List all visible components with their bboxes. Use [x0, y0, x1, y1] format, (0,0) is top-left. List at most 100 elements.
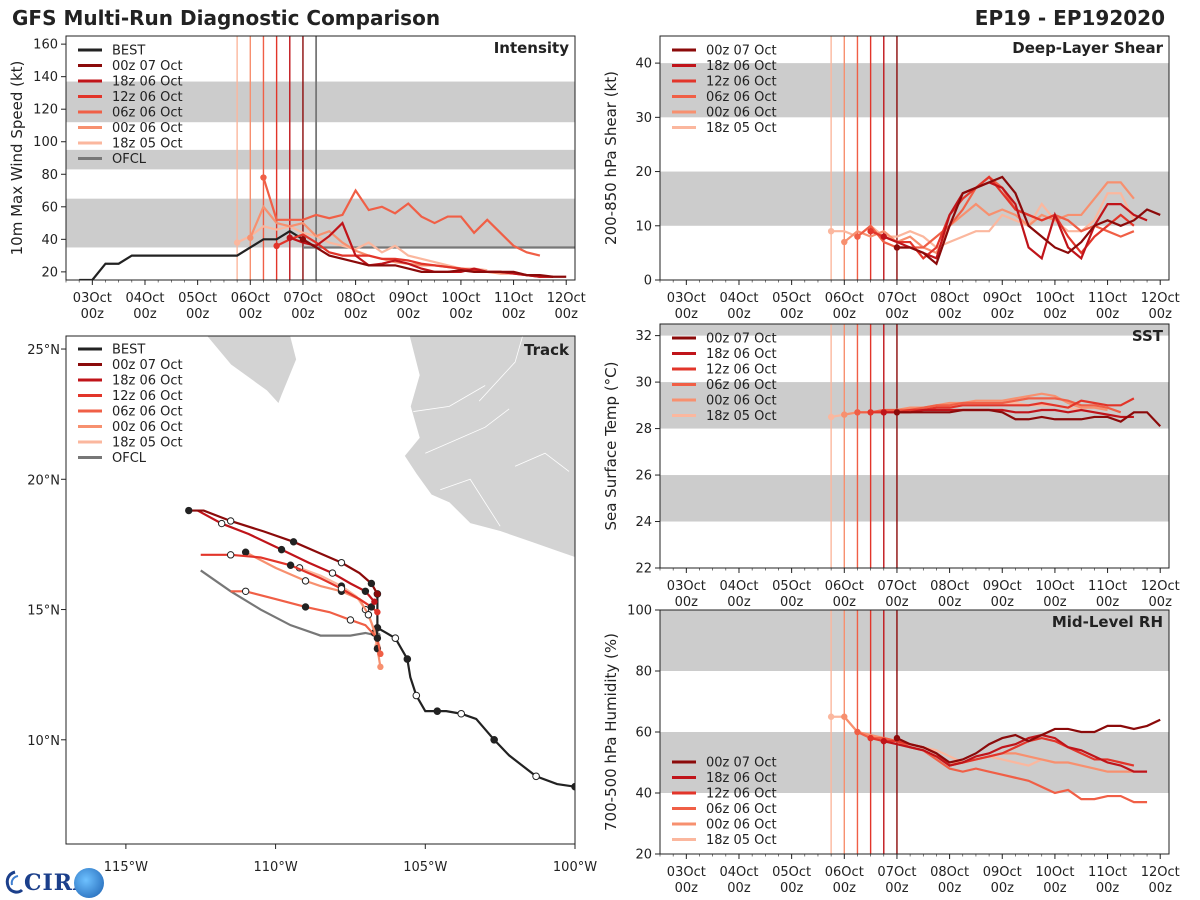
figure-title-left: GFS Multi-Run Diagnostic Comparison — [12, 6, 440, 30]
shear-ytick-label-2: 20 — [635, 165, 652, 180]
rh-xtick-label-8: 11Oct — [1088, 865, 1127, 880]
shear-series-start-2 — [867, 228, 874, 235]
rh-ytick-label-0: 20 — [635, 848, 652, 863]
intensity-series-start-5 — [233, 239, 241, 246]
rh-ylabel: 700-500 hPa Humidity (%) — [602, 633, 620, 831]
track-series-point-3-5 — [301, 603, 310, 611]
intensity-xtick-label-1: 04Oct — [125, 291, 164, 306]
shear-legend-label-4: 00z 06 Oct — [706, 106, 777, 121]
shear-xtick-label-6: 09Oct — [983, 291, 1022, 306]
rh-ytick-label-2: 60 — [635, 726, 652, 741]
track-series-point-4-9 — [241, 548, 250, 556]
rh-xtick-label-7: 10Oct — [1035, 865, 1074, 880]
rh-xtick-label-4: 07Oct — [877, 865, 916, 880]
rh-xtick-sub-7: 00z — [1043, 881, 1067, 896]
intensity-legend-label-4: 06z 06 Oct — [112, 106, 183, 121]
intensity-xtick-label-3: 06Oct — [231, 291, 270, 306]
sst-xtick-label-6: 09Oct — [983, 579, 1022, 594]
intensity-ytick-label-7: 160 — [33, 38, 58, 53]
sst-series-start-1 — [880, 409, 887, 416]
track-best-line — [376, 593, 575, 788]
sst-xtick-label-9: 12Oct — [1141, 579, 1180, 594]
track-legend-label-4: 06z 06 Oct — [112, 405, 183, 420]
intensity-series-line-3 — [262, 177, 541, 257]
rh-series-start-0 — [893, 734, 901, 742]
intensity-series-start-0 — [299, 236, 307, 243]
sst-legend-label-0: 00z 07 Oct — [706, 332, 777, 347]
intensity-xtick-sub-6: 00z — [397, 307, 421, 322]
shear-ylabel: 200-850 hPa Shear (kt) — [602, 71, 620, 245]
rh-xtick-label-0: 03Oct — [667, 865, 706, 880]
track-series-line-3 — [230, 590, 382, 655]
sst-ytick-label-0: 22 — [635, 562, 652, 577]
sst-title: SST — [1132, 327, 1164, 345]
rh-band-0 — [660, 732, 1169, 793]
globe-icon — [74, 868, 104, 898]
rh-title: Mid-Level RH — [1052, 613, 1163, 631]
rh-xtick-label-6: 09Oct — [983, 865, 1022, 880]
intensity-xtick-label-4: 07Oct — [283, 291, 322, 306]
sst-band-0 — [660, 475, 1169, 522]
shear-xtick-sub-6: 00z — [991, 307, 1015, 322]
rh-legend-label-4: 00z 06 Oct — [706, 818, 777, 833]
rh-panel: 20 40 60 80 100 700-500 hPa Humidity (%) 03Oct… — [602, 604, 1180, 897]
state-border-1 — [425, 408, 510, 454]
sst-xtick-label-2: 05Oct — [772, 579, 811, 594]
track-xtick-label-3: 100°W — [553, 860, 597, 875]
rh-series-line-1 — [883, 733, 1148, 773]
intensity-title: Intensity — [494, 39, 570, 57]
sst-series-start-0 — [893, 409, 901, 416]
track-best-point-10 — [412, 691, 421, 700]
rh-xtick-label-5: 08Oct — [930, 865, 969, 880]
intensity-best-line — [79, 229, 317, 280]
track-series-point-1-5 — [277, 545, 286, 554]
intensity-xtick-label-7: 10Oct — [441, 291, 480, 306]
sst-xtick-label-7: 10Oct — [1035, 579, 1074, 594]
track-ytick-label-3: 25°N — [27, 343, 60, 358]
rh-legend-label-2: 12z 06 Oct — [706, 787, 777, 802]
shear-band-0 — [660, 171, 1169, 226]
shear-xtick-label-1: 04Oct — [719, 291, 758, 306]
intensity-xtick-sub-3: 00z — [239, 307, 263, 322]
sst-xtick-sub-5: 00z — [938, 595, 962, 610]
sst-ytick-label-4: 30 — [635, 376, 652, 391]
shear-ytick-label-4: 40 — [635, 57, 652, 72]
state-border-0 — [413, 385, 486, 412]
intensity-legend-label-7: OFCL — [112, 152, 147, 167]
sst-xtick-label-0: 03Oct — [667, 579, 706, 594]
shear-series-start-1 — [880, 233, 887, 240]
shear-xtick-sub-0: 00z — [675, 307, 699, 322]
track-best-point-14 — [391, 634, 400, 642]
cira-swirl-icon — [5, 870, 24, 894]
track-series-point-3-1 — [373, 634, 382, 642]
sst-xtick-sub-4: 00z — [885, 595, 909, 610]
intensity-plot-area — [66, 36, 575, 280]
intensity-ytick-label-0: 20 — [41, 265, 58, 280]
track-series-point-1-1 — [361, 587, 370, 596]
track-best-point-0 — [571, 782, 575, 791]
intensity-xtick-label-5: 08Oct — [336, 291, 375, 306]
intensity-legend-label-5: 00z 06 Oct — [112, 121, 183, 136]
rh-xtick-label-1: 04Oct — [719, 865, 758, 880]
rh-legend-label-3: 06z 06 Oct — [706, 802, 777, 817]
intensity-xtick-sub-2: 00z — [186, 307, 210, 322]
rh-series-start-5 — [827, 713, 835, 720]
shear-xtick-label-3: 06Oct — [825, 291, 864, 306]
rh-xtick-label-9: 12Oct — [1141, 865, 1180, 880]
intensity-series-start-2 — [273, 242, 280, 250]
intensity-legend-label-3: 12z 06 Oct — [112, 90, 183, 105]
state-border-2 — [440, 478, 501, 527]
shear-xtick-sub-7: 00z — [1043, 307, 1067, 322]
shear-band-1 — [660, 63, 1169, 118]
shear-series-line-2 — [870, 175, 1135, 260]
track-series-point-0-7 — [226, 517, 235, 525]
sst-xtick-label-5: 08Oct — [930, 579, 969, 594]
sst-ytick-label-1: 24 — [635, 515, 652, 530]
track-ytick-label-1: 15°N — [27, 604, 60, 619]
track-series-line-2 — [200, 553, 379, 613]
track-series-start-2 — [374, 608, 381, 616]
track-series-point-4-7 — [301, 577, 310, 585]
sst-xtick-sub-0: 00z — [675, 595, 699, 610]
track-series-point-0-5 — [289, 538, 298, 546]
track-legend-label-1: 00z 07 Oct — [112, 358, 183, 373]
